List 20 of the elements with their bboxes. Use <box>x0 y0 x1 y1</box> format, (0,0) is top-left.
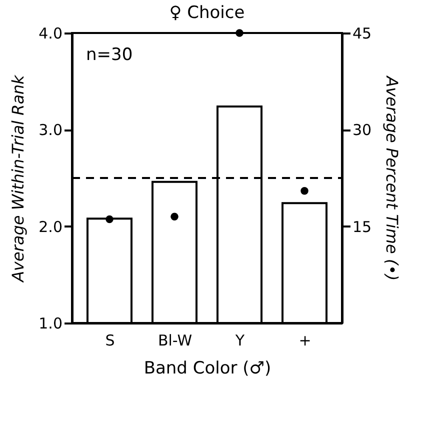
x-tick-label: Bl-W <box>158 332 192 350</box>
y2-tick-label: 30 <box>352 121 372 140</box>
y2-axis-title: Average Percent Time (•) <box>382 75 402 281</box>
x-tick-label: S <box>105 332 115 350</box>
point <box>170 212 178 221</box>
y-tick-label: 3.0 <box>38 121 62 140</box>
point <box>106 215 114 224</box>
point <box>236 29 244 37</box>
annotation: n=30 <box>86 45 133 65</box>
x-tick-label: Y <box>234 332 246 350</box>
y2-tick-label: 45 <box>352 24 372 42</box>
y-tick-label: 2.0 <box>38 218 62 236</box>
point <box>300 187 308 195</box>
y-axis-title: Average Within-Trial Rank <box>8 74 28 283</box>
x-tick-label: + <box>298 332 312 350</box>
y2-tick-label: 15 <box>352 218 372 236</box>
chart-title: ♀ Choice <box>169 3 245 23</box>
x-axis-title: Band Color (♂) <box>144 358 272 378</box>
y-tick-label: 1.0 <box>38 314 62 332</box>
y-tick-label: 4.0 <box>38 24 62 42</box>
